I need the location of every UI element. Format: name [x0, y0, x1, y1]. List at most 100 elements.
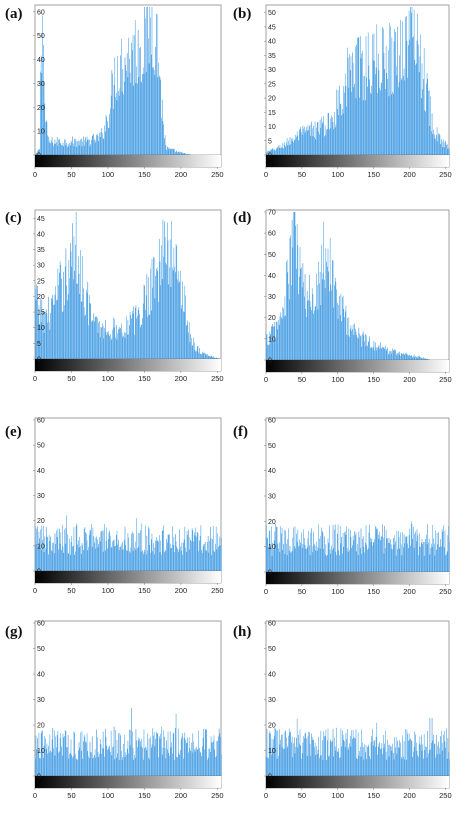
histogram-bar	[58, 139, 59, 155]
y-tick-label: 40	[37, 57, 45, 64]
histogram-bar	[116, 739, 118, 776]
x-tick-label: 50	[67, 374, 75, 383]
histogram-bar	[157, 539, 159, 571]
histogram-bar	[315, 550, 317, 572]
histogram-bar	[40, 758, 41, 776]
histogram-bar	[87, 550, 89, 571]
histogram-bar	[145, 525, 146, 571]
histogram-bar	[437, 745, 439, 776]
histogram-bar	[393, 41, 395, 155]
histogram-bar	[159, 738, 161, 776]
histogram-bar	[330, 739, 332, 776]
histogram-bar	[50, 750, 51, 776]
histogram-bar	[45, 309, 47, 359]
histogram-bar	[410, 545, 411, 572]
histogram-bar	[159, 736, 160, 776]
histogram-bar	[38, 150, 40, 155]
histogram-bar	[204, 543, 205, 571]
histogram-bar	[339, 525, 341, 572]
histogram-bar	[426, 358, 427, 360]
histogram-bar	[140, 741, 141, 776]
histogram-bar	[178, 549, 180, 571]
histogram-bar	[341, 536, 342, 572]
histogram-bar	[302, 263, 304, 360]
histogram-bar	[307, 538, 309, 572]
histogram-bar	[125, 64, 126, 155]
histogram-bar	[334, 737, 335, 776]
histogram-bar	[362, 539, 363, 572]
histogram-bar	[180, 750, 181, 776]
histogram-bar	[304, 132, 306, 155]
histogram-bar	[400, 544, 402, 572]
histogram-bar	[205, 354, 207, 359]
histogram-bar	[380, 82, 382, 155]
histogram-bar	[313, 531, 314, 572]
histogram-bar	[293, 743, 294, 776]
histogram-bar	[267, 344, 268, 360]
histogram-bar	[340, 543, 342, 572]
histogram-bar	[150, 268, 151, 359]
histogram-bar	[153, 257, 155, 359]
histogram-bar	[208, 355, 210, 359]
histogram-bar	[362, 100, 364, 155]
histogram-bar	[136, 518, 137, 571]
y-tick-label: 20	[37, 518, 45, 525]
histogram-bar	[69, 143, 70, 155]
histogram-bar	[315, 306, 317, 360]
histogram-bar	[321, 531, 323, 572]
histogram-bar	[413, 746, 415, 776]
histogram-bar	[308, 731, 309, 776]
histogram-bar	[402, 354, 403, 360]
y-tick-label: 0	[268, 774, 272, 781]
histogram-bar	[288, 144, 290, 155]
histogram-bar	[160, 733, 162, 776]
histogram-bar	[53, 146, 54, 155]
histogram-bar	[56, 136, 58, 155]
histogram-bar	[298, 546, 299, 572]
histogram-bar	[334, 746, 336, 776]
histogram-bar	[96, 134, 97, 155]
histogram-bar	[420, 546, 421, 572]
histogram-bar	[154, 746, 156, 776]
histogram-bar	[307, 736, 309, 776]
histogram-bar	[188, 529, 189, 571]
histogram-bar	[372, 728, 373, 776]
histogram-bar	[314, 742, 316, 776]
histogram-bar	[363, 76, 365, 155]
histogram-bar	[177, 271, 179, 359]
x-tick-label: 150	[138, 170, 151, 179]
histogram-bar	[305, 130, 307, 155]
histogram-bar	[64, 305, 65, 359]
histogram-bar	[336, 89, 337, 155]
histogram-bar	[274, 531, 276, 572]
histogram-bar	[196, 350, 197, 359]
histogram-bar	[102, 138, 104, 155]
histogram-bar	[77, 283, 78, 359]
histogram-bar	[269, 151, 271, 155]
histogram-bar	[409, 528, 411, 572]
histogram-bar	[97, 135, 99, 155]
histogram-bar	[202, 352, 203, 359]
histogram-bar	[146, 7, 148, 155]
histogram-bar	[51, 136, 53, 155]
histogram-bar	[433, 734, 434, 776]
histogram-bar	[158, 541, 159, 571]
histogram-bar	[387, 78, 388, 155]
histogram-bar	[364, 744, 365, 776]
histogram-bar	[380, 748, 381, 776]
histogram-bar	[205, 729, 207, 776]
histogram-bar	[323, 731, 324, 776]
histogram-bar	[438, 747, 440, 776]
histogram-bar	[157, 77, 159, 155]
histogram-bar	[131, 318, 132, 359]
histogram-bar	[342, 532, 344, 572]
histogram-bar	[112, 73, 113, 155]
histogram-bar	[377, 346, 379, 360]
histogram-bar	[429, 554, 431, 572]
histogram-bar	[279, 552, 281, 572]
histogram-bar	[401, 758, 403, 776]
histogram-bar	[118, 326, 120, 359]
histogram-bar	[140, 47, 141, 155]
histogram-bar	[357, 338, 359, 360]
histogram-bar	[216, 357, 218, 359]
